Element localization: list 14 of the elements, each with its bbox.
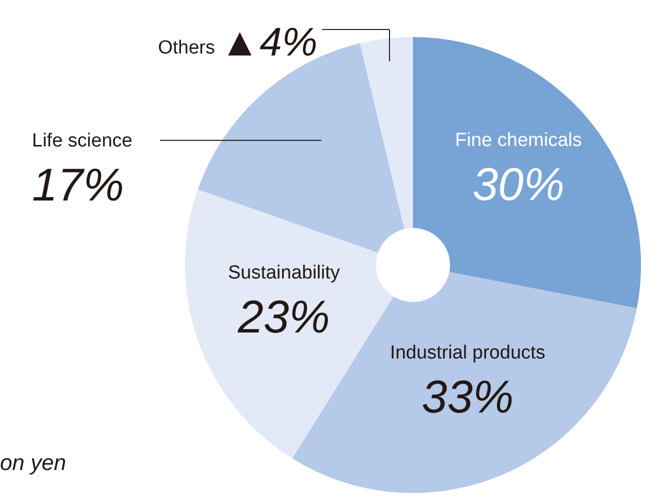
donut-slice — [360, 37, 413, 230]
slice-label: Sustainability — [228, 262, 340, 284]
data-label: ▲4% — [220, 20, 318, 65]
data-label: 30% — [472, 158, 565, 210]
data-label: 33% — [422, 370, 514, 422]
slice-label: Industrial products — [390, 342, 546, 364]
slice-label: Life science — [32, 130, 132, 152]
text: on yen — [0, 450, 66, 475]
donut-slice — [185, 189, 394, 458]
data-label: 17% — [32, 158, 124, 210]
slice-label: Others — [158, 38, 215, 59]
donut-slice — [413, 37, 641, 308]
data-label: 23% — [236, 290, 330, 342]
slice-label: Fine chemicals — [455, 130, 582, 151]
